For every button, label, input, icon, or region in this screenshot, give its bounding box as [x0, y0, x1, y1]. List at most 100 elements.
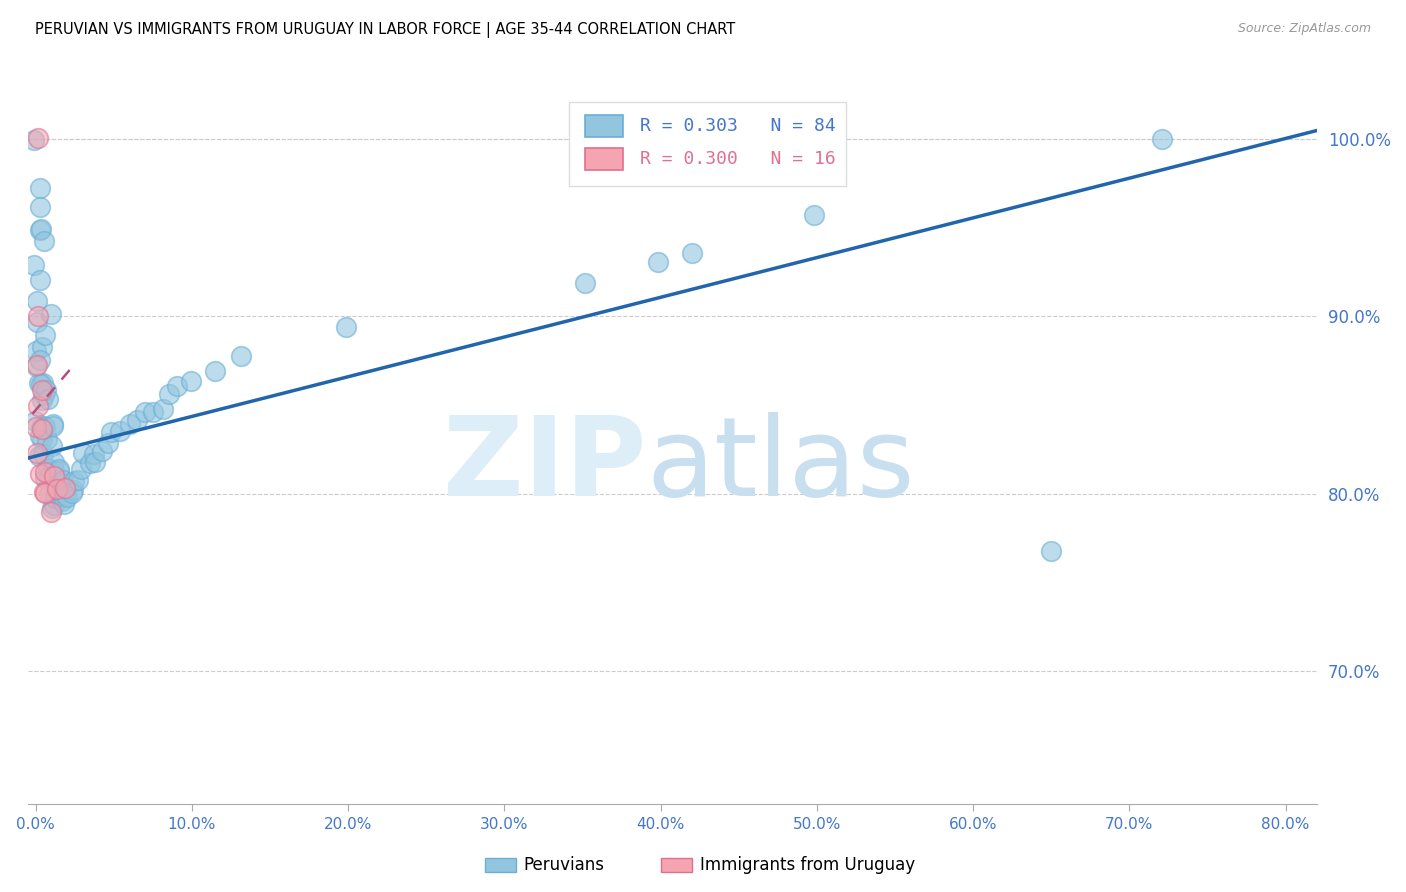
Point — [127, 413, 149, 427]
Text: PERUVIAN VS IMMIGRANTS FROM URUGUAY IN LABOR FORCE | AGE 35-44 CORRELATION CHART: PERUVIAN VS IMMIGRANTS FROM URUGUAY IN L… — [35, 22, 735, 38]
Point — [35, 384, 58, 398]
Point — [647, 255, 669, 269]
Point — [34, 466, 56, 480]
Point — [60, 485, 83, 500]
Point — [51, 494, 73, 508]
Point — [31, 433, 53, 447]
Point — [27, 446, 49, 460]
Point — [34, 486, 56, 500]
Point — [22, 258, 45, 272]
Point — [52, 497, 75, 511]
Point — [38, 468, 60, 483]
Point — [32, 419, 55, 434]
Point — [69, 462, 91, 476]
Point — [28, 352, 51, 367]
Point — [32, 234, 55, 248]
Point — [52, 474, 75, 488]
Point — [37, 392, 59, 407]
Point — [41, 439, 63, 453]
Point — [67, 473, 90, 487]
Point — [32, 485, 55, 500]
Point — [42, 464, 65, 478]
Point — [46, 482, 69, 496]
Point — [30, 429, 52, 443]
Point — [27, 130, 49, 145]
Point — [42, 498, 65, 512]
Point — [24, 414, 46, 428]
Point — [44, 491, 66, 505]
Point — [55, 481, 77, 495]
Point — [56, 490, 79, 504]
Point — [41, 501, 63, 516]
Point — [108, 424, 131, 438]
Point — [25, 315, 48, 329]
Point — [28, 200, 51, 214]
Point — [34, 471, 56, 485]
Point — [25, 359, 48, 373]
Point — [100, 425, 122, 439]
Point — [1150, 131, 1173, 145]
Text: Source: ZipAtlas.com: Source: ZipAtlas.com — [1237, 22, 1371, 36]
Point — [39, 505, 62, 519]
Point — [38, 487, 60, 501]
Point — [34, 420, 56, 434]
Point — [41, 417, 63, 432]
Point — [97, 436, 120, 450]
Point — [39, 307, 62, 321]
FancyBboxPatch shape — [585, 148, 623, 170]
Point — [63, 474, 86, 488]
Point — [231, 349, 253, 363]
Point — [30, 377, 52, 392]
Point — [90, 444, 112, 458]
Text: R = 0.303   N = 84: R = 0.303 N = 84 — [640, 117, 835, 135]
Point — [62, 483, 84, 497]
Point — [574, 276, 596, 290]
Point — [30, 222, 52, 236]
Point — [37, 461, 59, 475]
Point — [335, 320, 357, 334]
Point — [31, 340, 53, 354]
FancyBboxPatch shape — [569, 102, 846, 186]
Point — [682, 246, 704, 260]
Point — [31, 422, 53, 436]
Point — [152, 401, 174, 416]
Point — [28, 467, 51, 482]
Point — [42, 468, 65, 483]
Point — [28, 180, 51, 194]
Point — [30, 272, 52, 286]
Point — [141, 405, 163, 419]
Point — [84, 455, 107, 469]
Point — [204, 364, 226, 378]
Point — [24, 343, 46, 358]
Text: Peruvians: Peruvians — [523, 856, 605, 874]
Point — [79, 456, 101, 470]
Point — [166, 379, 188, 393]
Text: Immigrants from Uruguay: Immigrants from Uruguay — [700, 856, 915, 874]
Point — [83, 447, 105, 461]
FancyBboxPatch shape — [585, 115, 623, 136]
Point — [48, 464, 70, 478]
Point — [32, 376, 55, 390]
Text: ZIP: ZIP — [443, 412, 647, 519]
Point — [120, 417, 142, 431]
Point — [44, 487, 66, 501]
Point — [27, 309, 49, 323]
Point — [34, 328, 56, 343]
Point — [31, 447, 53, 461]
Point — [49, 485, 72, 500]
Point — [28, 449, 51, 463]
Point — [42, 455, 65, 469]
Point — [27, 293, 49, 308]
Point — [72, 446, 94, 460]
Point — [180, 374, 202, 388]
Point — [803, 208, 825, 222]
Point — [27, 376, 49, 390]
Point — [51, 476, 73, 491]
Point — [25, 420, 48, 434]
Point — [134, 405, 156, 419]
Point — [42, 419, 65, 434]
Point — [31, 383, 53, 397]
Text: atlas: atlas — [647, 412, 915, 519]
Point — [27, 399, 49, 413]
Point — [31, 393, 53, 408]
